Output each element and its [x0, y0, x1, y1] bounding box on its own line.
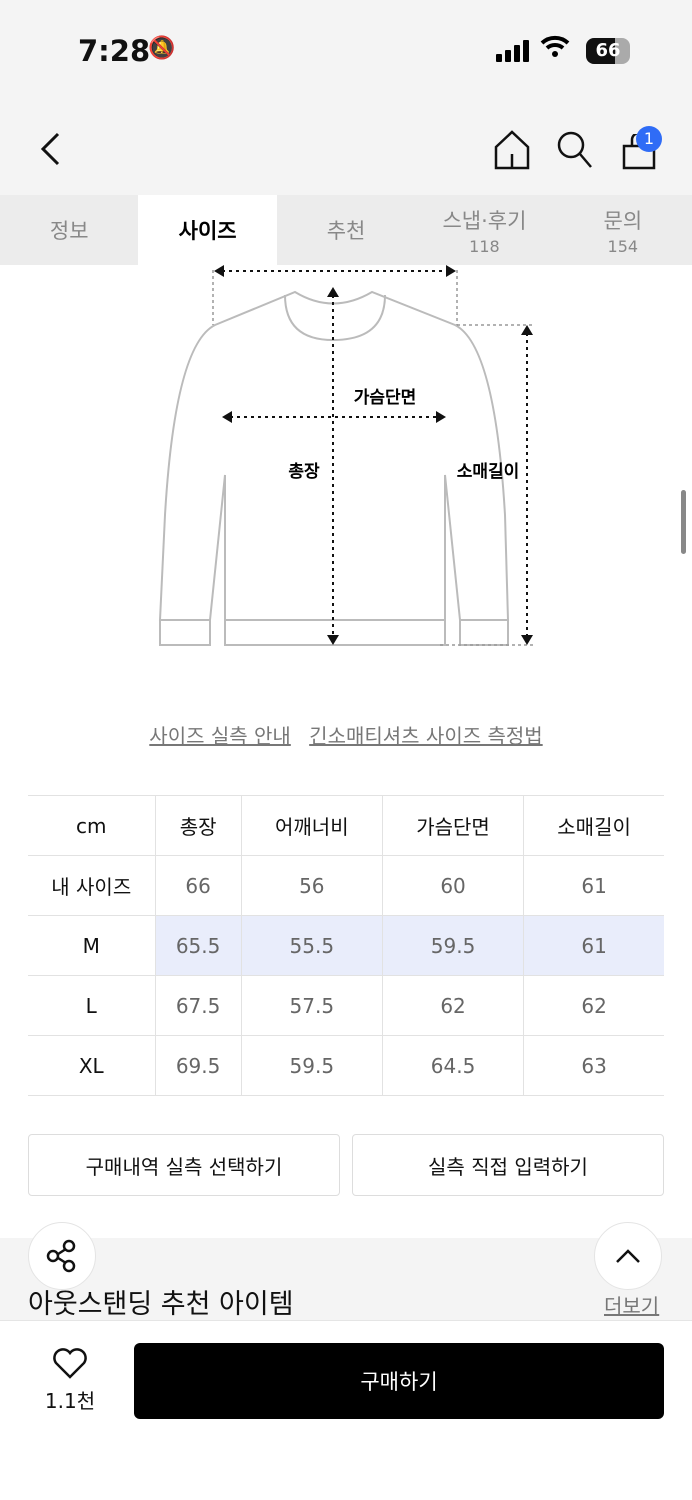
cell: 62: [381, 975, 525, 1036]
tab-count: 154: [607, 236, 639, 256]
section-title: 아웃스탠딩 추천 아이템: [28, 1289, 294, 1320]
top-nav: 1: [0, 100, 692, 195]
size-table: cm 총장 어깨너비 가슴단면 소매길이 내 사이즈 66 56 60 61 M 65.5 55.5…: [28, 795, 664, 1096]
cell: 내 사이즈: [28, 855, 156, 916]
chevron-up-icon: [616, 1249, 640, 1263]
search-icon[interactable]: [556, 130, 594, 170]
share-icon: [46, 1239, 76, 1273]
tab-qna[interactable]: 문의 154: [554, 195, 692, 265]
heart-icon[interactable]: [52, 1347, 88, 1379]
cell: XL: [28, 1035, 156, 1096]
table-row: M 65.5 55.5 59.5 61: [28, 915, 664, 976]
scroll-top-button[interactable]: [594, 1222, 662, 1290]
tab-recommend[interactable]: 추천: [277, 195, 415, 265]
like-count: 1.1천: [44, 1389, 96, 1413]
buy-button[interactable]: 구매하기: [134, 1343, 664, 1419]
size-diagram: 가슴단면 총장 소매길이: [158, 265, 535, 646]
tab-size[interactable]: 사이즈: [138, 195, 277, 265]
status-bar: 7:28 🔕 66: [0, 0, 692, 100]
label-length: 총장: [288, 462, 320, 482]
cell: L: [28, 975, 156, 1036]
cell: 59.5: [240, 1035, 383, 1096]
sweatshirt-outline: [158, 290, 510, 646]
header-cell: cm: [28, 795, 156, 856]
cell: 61: [523, 915, 664, 976]
clock: 7:28: [78, 34, 151, 68]
cell: 57.5: [240, 975, 383, 1036]
cell: M: [28, 915, 156, 976]
back-icon[interactable]: [38, 132, 62, 166]
silent-bell-icon: 🔕: [148, 36, 176, 61]
header-cell: 총장: [154, 795, 242, 856]
cell: 69.5: [154, 1035, 242, 1096]
tab-label: 정보: [49, 219, 89, 243]
cell: 62: [523, 975, 664, 1036]
size-guide-link[interactable]: 사이즈 실측 안내: [149, 724, 291, 748]
measure-method-link[interactable]: 긴소매티셔츠 사이즈 측정법: [309, 724, 543, 748]
tab-count: 118: [469, 236, 500, 256]
cell: 67.5: [154, 975, 242, 1036]
table-row: L 67.5 57.5 62 62: [28, 975, 664, 1036]
select-history-button[interactable]: 구매내역 실측 선택하기: [28, 1134, 340, 1196]
cell: 55.5: [240, 915, 383, 976]
cart-badge: 1: [636, 126, 662, 152]
manual-input-button[interactable]: 실측 직접 입력하기: [352, 1134, 664, 1196]
cell: 61: [523, 855, 664, 916]
more-link[interactable]: 더보기: [604, 1294, 660, 1318]
tab-label: 추천: [326, 219, 366, 243]
signal-icon: [496, 40, 529, 62]
cell: 63: [523, 1035, 664, 1096]
tab-bar: 정보 사이즈 추천 스냅·후기 118 문의 154: [0, 195, 692, 265]
share-button[interactable]: [28, 1222, 96, 1290]
cell: 59.5: [381, 915, 525, 976]
scrollbar[interactable]: [681, 490, 686, 554]
table-row: 내 사이즈 66 56 60 61: [28, 855, 664, 916]
cell: 66: [154, 855, 242, 916]
home-icon[interactable]: [493, 130, 531, 170]
tab-info[interactable]: 정보: [0, 195, 138, 265]
header-cell: 어깨너비: [240, 795, 383, 856]
bottom-bar: 1.1천 구매하기: [0, 1320, 692, 1500]
label-sleeve: 소매길이: [457, 462, 520, 482]
size-links: 사이즈 실측 안내 긴소매티셔츠 사이즈 측정법: [0, 720, 692, 749]
header-cell: 가슴단면: [381, 795, 525, 856]
recommend-section: 아웃스탠딩 추천 아이템 더보기: [0, 1238, 692, 1320]
header-cell: 소매길이: [523, 795, 664, 856]
tab-label: 사이즈: [178, 219, 237, 243]
wifi-icon: [540, 34, 570, 64]
battery-icon: 66: [586, 38, 630, 64]
tab-label: 문의: [603, 208, 643, 233]
label-chest: 가슴단면: [354, 388, 417, 408]
cell: 64.5: [381, 1035, 525, 1096]
tab-reviews[interactable]: 스냅·후기 118: [415, 195, 553, 265]
table-row: XL 69.5 59.5 64.5 63: [28, 1035, 664, 1096]
table-header: cm 총장 어깨너비 가슴단면 소매길이: [28, 795, 664, 856]
cell: 65.5: [154, 915, 242, 976]
cell: 60: [381, 855, 525, 916]
tab-label: 스냅·후기: [442, 208, 527, 233]
cell: 56: [240, 855, 383, 916]
